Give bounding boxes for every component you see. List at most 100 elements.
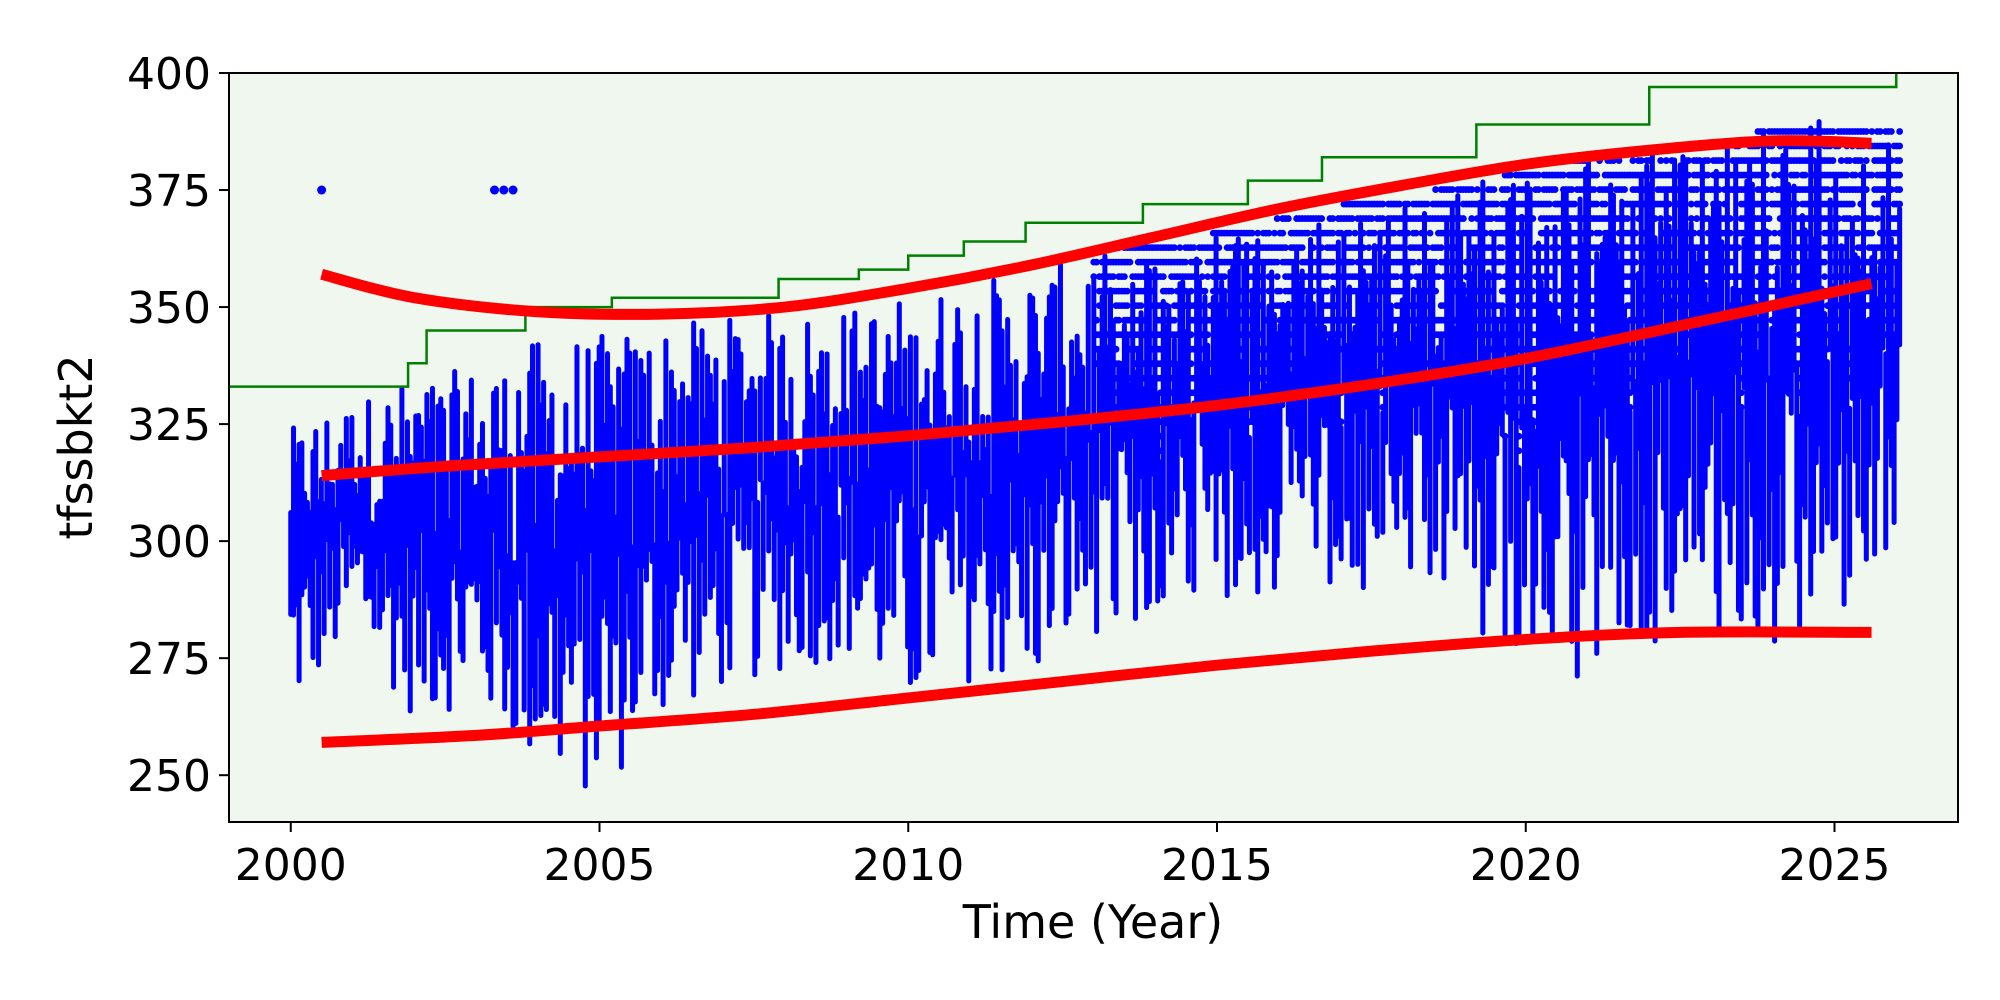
scatter-point <box>1170 316 1178 324</box>
scatter-point <box>1687 215 1695 222</box>
scatter-point <box>1693 215 1701 222</box>
scatter-point <box>1621 186 1628 193</box>
scatter-point <box>1365 244 1373 252</box>
scatter-point <box>1329 215 1337 222</box>
scatter-point <box>1348 215 1356 222</box>
scatter-point <box>1120 273 1128 281</box>
scatter-point <box>1546 287 1553 295</box>
scatter-point <box>1857 157 1865 164</box>
scatter-point <box>1765 273 1773 281</box>
scatter-point <box>1093 258 1100 266</box>
scatter-point <box>1651 215 1659 222</box>
scatter-point <box>1854 215 1862 222</box>
scatter-point <box>1773 244 1781 252</box>
scatter-point <box>1862 157 1870 164</box>
scatter-point <box>1665 215 1673 222</box>
scatter-point <box>1568 186 1576 193</box>
scatter-point <box>1793 258 1801 266</box>
y-tick-label: 275 <box>127 634 211 685</box>
scatter-point <box>1190 244 1198 252</box>
scatter-point <box>1515 432 1523 440</box>
scatter-point <box>1187 331 1195 339</box>
scatter-point <box>1896 142 1904 150</box>
scatter-point <box>1493 200 1501 208</box>
scatter-point <box>1404 200 1412 208</box>
scatter-point <box>1896 200 1904 208</box>
x-tick-label: 2025 <box>1779 840 1891 891</box>
scatter-point <box>1685 171 1692 179</box>
x-tick-label: 2010 <box>852 840 964 891</box>
scatter-point <box>1726 229 1734 237</box>
scatter-point <box>1896 157 1904 164</box>
scatter-point <box>1762 186 1770 193</box>
plot-frame <box>228 72 1959 823</box>
scatter-point <box>1496 273 1503 281</box>
scatter-point <box>1843 171 1851 179</box>
scatter-point <box>1309 287 1317 295</box>
scatter-point <box>1529 215 1537 222</box>
scatter-point <box>1329 229 1337 237</box>
scatter-point <box>1571 200 1578 208</box>
scatter-point <box>1318 244 1326 252</box>
scatter-point <box>1379 200 1387 208</box>
scatter-point <box>1868 215 1876 222</box>
y-tick-label: 325 <box>127 400 211 451</box>
scatter-point <box>1282 244 1289 252</box>
y-tick-label: 250 <box>127 751 211 802</box>
scatter-point <box>1868 229 1876 237</box>
scatter-point <box>1323 273 1331 281</box>
scatter-point <box>1123 302 1131 310</box>
scatter-outlier <box>508 185 518 195</box>
scatter-point <box>1704 157 1712 164</box>
scatter-point <box>1632 258 1640 266</box>
scatter-point <box>1501 432 1509 440</box>
scatter-point <box>1437 244 1445 252</box>
scatter-point <box>1468 186 1476 193</box>
scatter-point <box>1412 229 1420 237</box>
scatter-point <box>1693 186 1701 193</box>
scatter-point <box>1715 186 1723 193</box>
scatter-point <box>1482 229 1490 237</box>
scatter-point <box>1735 244 1742 252</box>
scatter-point <box>1432 186 1439 193</box>
scatter-point <box>1273 215 1281 222</box>
scatter-point <box>1771 229 1779 237</box>
scatter-point <box>1632 229 1640 237</box>
scatter-point <box>1704 171 1712 179</box>
scatter-point <box>1204 331 1212 339</box>
scatter-point <box>1265 229 1273 237</box>
x-tick-label: 2020 <box>1470 840 1582 891</box>
scatter-point <box>1868 171 1876 179</box>
scatter-point <box>1448 186 1456 193</box>
scatter-point <box>1768 258 1776 266</box>
scatter-point <box>1887 128 1895 135</box>
scatter-point <box>1168 287 1176 295</box>
scatter-point <box>1896 186 1904 193</box>
scatter-point <box>1346 229 1353 237</box>
scatter-point <box>1409 258 1417 266</box>
scatter-point <box>1896 171 1904 179</box>
scatter-point <box>1423 200 1431 208</box>
scatter-point <box>1874 215 1881 222</box>
scatter-point <box>1498 244 1506 252</box>
scatter-point <box>1423 244 1431 252</box>
scatter-points <box>288 119 1904 789</box>
scatter-point <box>1468 215 1476 222</box>
x-tick-label: 2015 <box>1161 840 1273 891</box>
scatter-point <box>1396 200 1403 208</box>
scatter-point <box>1868 128 1876 135</box>
scatter-point <box>1690 229 1698 237</box>
scatter-point <box>1629 157 1637 164</box>
y-axis-ticks: 250 275 300 325 350 375 400 <box>127 49 229 802</box>
y-tick-label: 400 <box>127 49 211 100</box>
scatter-point <box>1596 229 1603 237</box>
scatter-point <box>1204 273 1212 281</box>
scatter-point <box>1571 287 1578 295</box>
y-axis-title: tfssbkt2 <box>49 354 103 539</box>
scatter-point <box>1221 273 1228 281</box>
scatter-point <box>1887 186 1895 193</box>
scatter-point <box>1637 157 1645 164</box>
scatter-point <box>1771 171 1779 179</box>
x-axis-ticks: 2000 2005 2010 2015 2020 2025 <box>235 822 1891 891</box>
scatter-point <box>1662 157 1670 164</box>
